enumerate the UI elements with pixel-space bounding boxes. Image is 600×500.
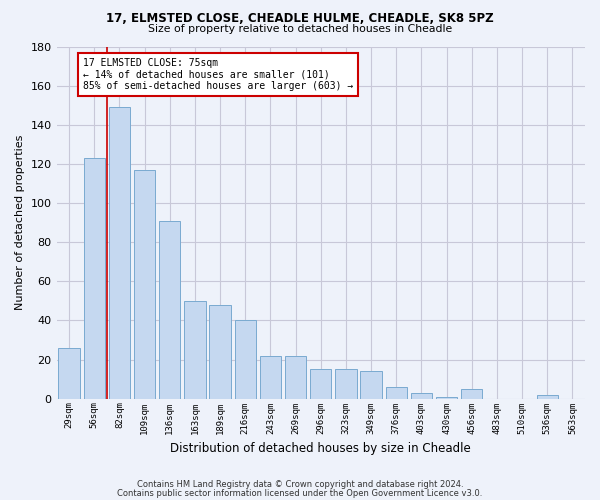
Bar xyxy=(436,396,457,398)
Bar xyxy=(411,393,432,398)
Bar xyxy=(58,348,80,399)
Text: Size of property relative to detached houses in Cheadle: Size of property relative to detached ho… xyxy=(148,24,452,34)
Bar xyxy=(109,107,130,399)
Bar xyxy=(310,370,331,398)
Bar xyxy=(134,170,155,398)
Text: Contains HM Land Registry data © Crown copyright and database right 2024.: Contains HM Land Registry data © Crown c… xyxy=(137,480,463,489)
Text: Contains public sector information licensed under the Open Government Licence v3: Contains public sector information licen… xyxy=(118,488,482,498)
Bar xyxy=(184,301,206,398)
Bar xyxy=(260,356,281,399)
Bar xyxy=(461,389,482,398)
Bar xyxy=(536,394,558,398)
Bar xyxy=(361,372,382,398)
Bar xyxy=(386,387,407,398)
Bar xyxy=(335,370,356,398)
Text: 17 ELMSTED CLOSE: 75sqm
← 14% of detached houses are smaller (101)
85% of semi-d: 17 ELMSTED CLOSE: 75sqm ← 14% of detache… xyxy=(83,58,353,92)
Bar xyxy=(159,220,181,398)
X-axis label: Distribution of detached houses by size in Cheadle: Distribution of detached houses by size … xyxy=(170,442,471,455)
Bar xyxy=(209,304,231,398)
Bar xyxy=(285,356,307,399)
Y-axis label: Number of detached properties: Number of detached properties xyxy=(15,135,25,310)
Text: 17, ELMSTED CLOSE, CHEADLE HULME, CHEADLE, SK8 5PZ: 17, ELMSTED CLOSE, CHEADLE HULME, CHEADL… xyxy=(106,12,494,26)
Bar xyxy=(83,158,105,398)
Bar xyxy=(235,320,256,398)
